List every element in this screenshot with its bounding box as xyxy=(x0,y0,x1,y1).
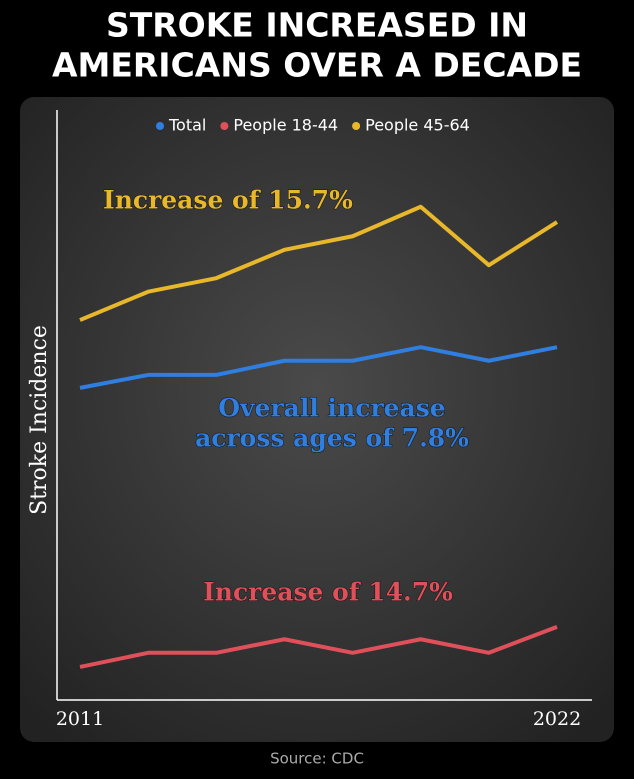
line xyxy=(79,624,558,669)
legend-label: Total xyxy=(168,116,206,135)
annotation: Increase of 15.7% xyxy=(103,186,353,215)
chart-title: AMERICANS OVER A DECADE xyxy=(52,46,582,85)
legend-label: People 45-64 xyxy=(365,116,470,135)
chart-title: STROKE INCREASED IN xyxy=(106,6,528,45)
legend-marker xyxy=(156,122,164,130)
annotation: Overall increase xyxy=(218,394,445,423)
annotation: across ages of 7.8% xyxy=(195,424,469,453)
annotation: Increase of 14.7% xyxy=(203,578,453,607)
legend-marker xyxy=(220,122,229,130)
line xyxy=(79,204,559,322)
x-tick-label: 2011 xyxy=(56,708,104,730)
line xyxy=(79,345,558,390)
x-tick-label: 2022 xyxy=(533,708,581,730)
y-axis-label: Stroke Incidence xyxy=(27,325,52,515)
panel xyxy=(20,97,614,742)
source: Source: CDC xyxy=(270,750,364,768)
legend-label: People 18-44 xyxy=(233,116,338,135)
legend-marker xyxy=(352,122,361,130)
